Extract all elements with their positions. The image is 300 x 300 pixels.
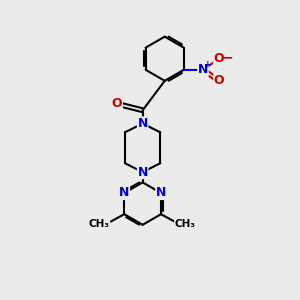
- Text: N: N: [137, 117, 148, 130]
- Text: O: O: [112, 97, 122, 110]
- Text: O: O: [214, 52, 224, 65]
- Text: N: N: [119, 187, 130, 200]
- Text: CH₃: CH₃: [175, 220, 196, 230]
- Text: CH₃: CH₃: [89, 220, 110, 230]
- Text: O: O: [214, 74, 224, 88]
- Text: N: N: [156, 187, 166, 200]
- Text: N: N: [137, 166, 148, 178]
- Text: N: N: [198, 63, 208, 76]
- Text: +: +: [204, 60, 212, 69]
- Text: −: −: [222, 50, 233, 64]
